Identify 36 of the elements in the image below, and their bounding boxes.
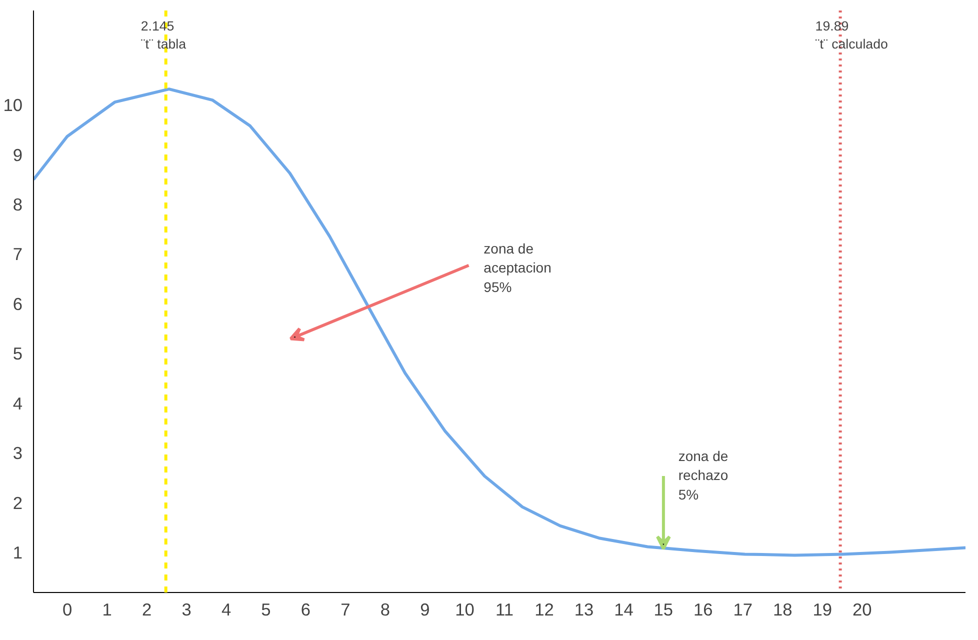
x-tick-label: 9 bbox=[420, 600, 430, 620]
x-tick-label: 19 bbox=[812, 600, 832, 620]
y-tick-label: 9 bbox=[12, 144, 23, 165]
y-tick-label: 4 bbox=[12, 393, 23, 414]
x-tick-label: 20 bbox=[852, 600, 872, 620]
y-tick-label: 7 bbox=[12, 244, 23, 264]
x-tick-label: 7 bbox=[340, 600, 350, 620]
annotation: zona de aceptacion 95% bbox=[484, 240, 552, 295]
x-tick-label: 18 bbox=[773, 600, 792, 620]
x-tick-label: 8 bbox=[380, 600, 390, 620]
x-tick-label: 12 bbox=[534, 600, 554, 620]
x-tick-label: 1 bbox=[102, 600, 112, 620]
ref-line-label: 19.89 ¨t¨ calculado bbox=[815, 18, 888, 52]
x-tick-label: 3 bbox=[182, 600, 192, 620]
x-tick-label: 6 bbox=[300, 600, 311, 620]
x-tick-label: 17 bbox=[733, 600, 753, 620]
y-tick-label: 2 bbox=[12, 492, 23, 513]
y-tick-label: 5 bbox=[12, 344, 23, 364]
y-tick-label: 1 bbox=[12, 542, 23, 563]
x-tick-label: 13 bbox=[574, 600, 594, 620]
x-tick-label: 15 bbox=[654, 600, 674, 620]
line-series bbox=[34, 88, 966, 557]
y-tick-label: 3 bbox=[12, 443, 23, 464]
annotation: zona de rechazo 5% bbox=[678, 448, 728, 502]
x-tick-label: 2 bbox=[142, 600, 152, 620]
x-tick-label: 4 bbox=[221, 600, 232, 620]
ref-line-label: 2.145 ¨t¨ tabla bbox=[140, 18, 187, 52]
x-tick-label: 11 bbox=[495, 600, 514, 620]
y-tick-label: 10 bbox=[3, 95, 23, 116]
x-tick-label: 10 bbox=[455, 600, 474, 620]
x-tick-label: 14 bbox=[614, 600, 634, 620]
y-tick-label: 8 bbox=[12, 194, 23, 214]
x-tick-label: 0 bbox=[62, 600, 72, 620]
x-tick-label: 5 bbox=[261, 600, 271, 620]
x-tick-label: 16 bbox=[694, 600, 713, 620]
y-tick-label: 6 bbox=[12, 294, 23, 314]
